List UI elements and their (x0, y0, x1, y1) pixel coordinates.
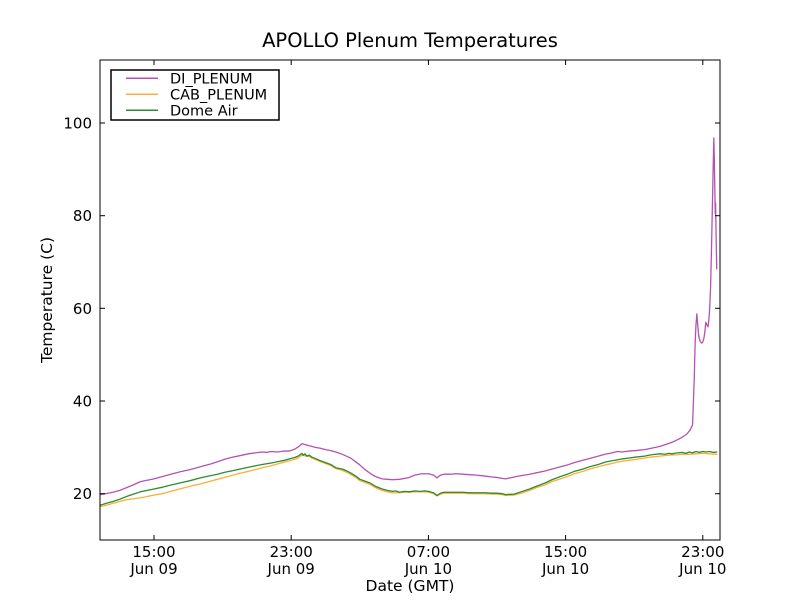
x-tick-date-label: Jun 09 (129, 560, 177, 578)
x-axis-label: Date (GMT) (366, 577, 455, 595)
chart-title: APOLLO Plenum Temperatures (262, 29, 558, 52)
x-tick-date-label: Jun 10 (404, 560, 452, 578)
legend-item-dome-air: Dome Air (126, 103, 238, 119)
x-tick-date-label: Jun 10 (678, 560, 726, 578)
x-tick-time-label: 23:00 (270, 543, 313, 561)
series-lines (100, 137, 718, 508)
x-tick-time-label: 15:00 (544, 543, 587, 561)
x-tick-date-label: Jun 09 (267, 560, 315, 578)
y-axis-label: Temperature (C) (38, 237, 56, 364)
y-tick-label: 60 (73, 300, 92, 318)
legend-label-cab-plenum: CAB_PLENUM (170, 87, 267, 103)
series-line-di-plenum (100, 137, 718, 496)
legend-label-di-plenum: DI_PLENUM (170, 71, 253, 87)
axis-ticks (100, 60, 720, 540)
y-tick-label: 100 (63, 115, 92, 133)
y-tick-label: 20 (73, 485, 92, 503)
legend-item-cab-plenum: CAB_PLENUM (126, 87, 267, 103)
legend-item-di-plenum: DI_PLENUM (126, 71, 253, 87)
y-tick-label: 40 (73, 393, 92, 411)
x-tick-time-label: 07:00 (407, 543, 450, 561)
x-tick-date-label: Jun 10 (541, 560, 589, 578)
y-tick-label: 80 (73, 207, 92, 225)
legend-label-dome-air: Dome Air (170, 103, 238, 119)
plot-frame (99, 59, 721, 541)
series-line-dome-air (100, 450, 718, 506)
x-tick-time-label: 23:00 (681, 543, 724, 561)
x-tick-time-label: 15:00 (132, 543, 175, 561)
